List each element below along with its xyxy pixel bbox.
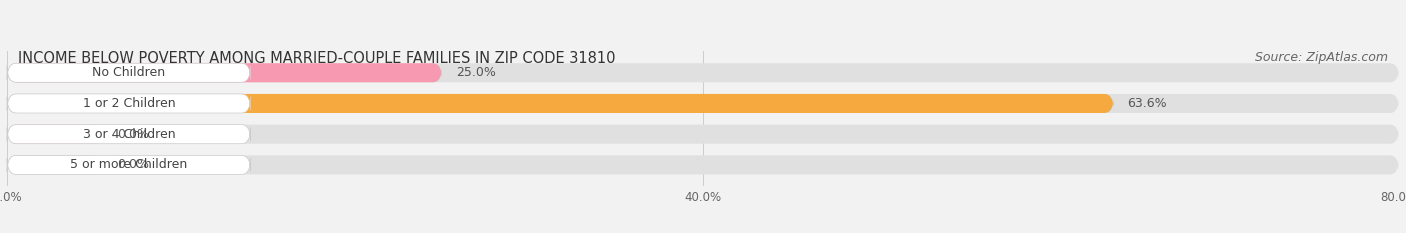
FancyBboxPatch shape — [7, 155, 103, 175]
Text: 0.0%: 0.0% — [117, 158, 149, 171]
FancyBboxPatch shape — [7, 94, 1399, 113]
Text: 5 or more Children: 5 or more Children — [70, 158, 187, 171]
FancyBboxPatch shape — [7, 155, 1399, 175]
Text: INCOME BELOW POVERTY AMONG MARRIED-COUPLE FAMILIES IN ZIP CODE 31810: INCOME BELOW POVERTY AMONG MARRIED-COUPL… — [18, 51, 616, 66]
FancyBboxPatch shape — [7, 94, 250, 113]
Text: Source: ZipAtlas.com: Source: ZipAtlas.com — [1254, 51, 1388, 64]
Text: 63.6%: 63.6% — [1128, 97, 1167, 110]
Text: 3 or 4 Children: 3 or 4 Children — [83, 128, 176, 141]
Text: 25.0%: 25.0% — [456, 66, 496, 79]
Text: No Children: No Children — [93, 66, 166, 79]
FancyBboxPatch shape — [7, 94, 1114, 113]
Text: 1 or 2 Children: 1 or 2 Children — [83, 97, 176, 110]
FancyBboxPatch shape — [7, 63, 250, 82]
Text: 0.0%: 0.0% — [117, 128, 149, 141]
FancyBboxPatch shape — [7, 63, 441, 82]
FancyBboxPatch shape — [7, 125, 250, 144]
FancyBboxPatch shape — [7, 125, 1399, 144]
FancyBboxPatch shape — [7, 155, 250, 175]
FancyBboxPatch shape — [7, 125, 103, 144]
FancyBboxPatch shape — [7, 63, 1399, 82]
